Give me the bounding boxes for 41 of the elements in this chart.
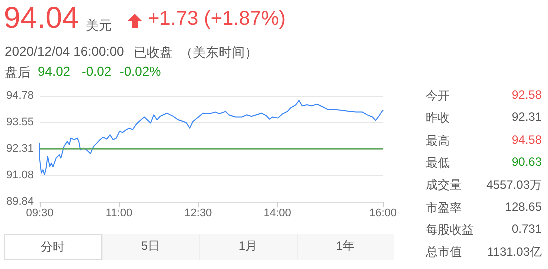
text: 每股收益	[426, 222, 474, 239]
text: 94.04	[4, 2, 80, 36]
y-tick-label: 94.78	[6, 90, 34, 102]
text: 盘后	[5, 64, 31, 82]
text: 94.58	[512, 132, 542, 147]
text: 最高	[426, 132, 450, 150]
text: 最低	[426, 154, 450, 172]
text: 5日	[102, 234, 199, 260]
x-tick-label: 16:00	[369, 208, 397, 220]
y-tick-label: 91.08	[6, 169, 34, 182]
text: 成交量	[426, 177, 462, 194]
text: 市盈率	[426, 200, 462, 216]
text: -0.02	[82, 64, 112, 79]
line-series	[40, 100, 384, 176]
text: 总市值	[426, 244, 462, 262]
text: 1月	[199, 234, 296, 260]
text: 92.31	[512, 110, 542, 124]
text: 128.65	[505, 200, 542, 214]
x-tick-label: 12:30	[184, 208, 212, 220]
text: 92.58	[512, 88, 542, 102]
text: +1.73 (+1.87%)	[148, 8, 286, 31]
text: 今开	[426, 88, 450, 105]
text: 1年	[296, 234, 394, 260]
y-tick-label: 89.84	[6, 196, 34, 208]
text: （美东时间）	[180, 44, 258, 62]
y-tick-label: 92.31	[6, 143, 34, 155]
x-tick-label: 09:30	[26, 208, 54, 220]
text: 已收盘	[134, 44, 173, 62]
y-tick-label: 93.55	[6, 116, 34, 128]
text: 4557.03万	[486, 177, 542, 194]
text: 1131.03亿	[488, 244, 542, 262]
text: 分时	[4, 234, 102, 260]
text: 90.63	[512, 154, 542, 169]
text: 0.731	[512, 222, 542, 236]
text: 2020/12/04 16:00:00	[5, 44, 124, 59]
text: 昨收	[426, 110, 450, 128]
x-tick-label: 14:00	[264, 208, 292, 220]
text: 美元	[86, 17, 112, 35]
text: 94.02	[38, 64, 71, 79]
text: -0.02%	[120, 64, 162, 79]
x-tick-label: 11:00	[106, 208, 133, 220]
